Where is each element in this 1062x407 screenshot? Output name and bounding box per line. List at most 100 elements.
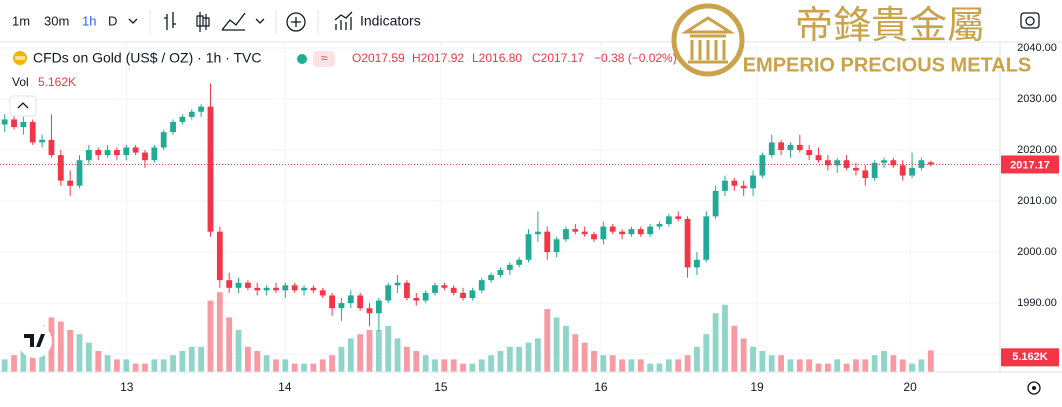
candle-body: [291, 285, 298, 291]
dropdown-icon[interactable]: [128, 18, 138, 24]
candle-body: [263, 287, 270, 291]
volume-bar: [703, 334, 710, 372]
indicators-icon[interactable]: [334, 11, 353, 30]
candle-body: [85, 150, 92, 161]
volume-bar: [694, 346, 700, 372]
volume-bar: [740, 338, 747, 372]
change-value: −0.38 (−0.02%): [594, 51, 677, 65]
candle-body: [525, 234, 532, 260]
y-tick-label: 2020.00: [1017, 144, 1057, 156]
indicators-button[interactable]: Indicators: [360, 13, 421, 29]
toolbar: 1m 30m 1h D Indicators: [0, 10, 1062, 43]
volume-bar: [441, 359, 448, 372]
candle-body: [731, 180, 738, 186]
volume-bar: [881, 351, 887, 372]
volume-bar: [170, 355, 176, 372]
candle-body: [207, 106, 214, 232]
volume-value: 5.162K: [38, 75, 76, 89]
candle-body: [422, 292, 429, 301]
candle-body: [394, 282, 401, 286]
logo-pillars: [680, 16, 736, 64]
volume-bar: [544, 309, 551, 372]
candle-body: [563, 229, 569, 240]
candle-body: [768, 142, 775, 156]
volume-bar: [76, 334, 83, 372]
candle-body: [1, 119, 8, 125]
candle-body: [20, 121, 27, 128]
volume-bar: [787, 359, 794, 372]
volume-bar: [413, 351, 420, 372]
collapse-button[interactable]: [9, 95, 37, 117]
x-tick-label: 16: [594, 380, 608, 394]
candle-body: [29, 121, 36, 143]
last-price-label: 2017.17: [1010, 159, 1050, 171]
symbol-title: CFDs on Gold (US$ / OZ) · 1h · TVC: [33, 50, 261, 66]
tv-badge: [18, 324, 52, 358]
candle-layer: [0, 83, 1000, 332]
volume-bar: [553, 317, 560, 372]
volume-bar: [591, 351, 597, 372]
interval-button[interactable]: D: [108, 13, 117, 28]
candle-body: [600, 226, 607, 240]
y-tick-label: 1990.00: [1017, 297, 1057, 309]
candle-body: [619, 231, 625, 235]
candle-body: [853, 167, 859, 171]
volume-bar: [824, 363, 831, 372]
candle-body: [188, 111, 195, 117]
volume-bar: [1, 359, 8, 372]
volume-bar: [759, 351, 766, 372]
candle-body: [591, 234, 597, 240]
candle-body: [834, 160, 841, 166]
y-tick-label: 2030.00: [1017, 93, 1057, 105]
volume-bar: [675, 359, 682, 372]
dropdown-icon[interactable]: [255, 18, 265, 24]
snapshot-icon[interactable]: [1020, 12, 1040, 29]
candle-body: [637, 229, 644, 235]
candle-body: [544, 231, 551, 253]
candle-body: [628, 229, 635, 235]
interval-button[interactable]: 30m: [44, 13, 69, 28]
volume-bar: [11, 355, 17, 372]
volume-bar: [226, 317, 233, 372]
candle-body: [160, 132, 167, 148]
volume-bar: [338, 346, 345, 372]
volume-bar: [862, 359, 869, 372]
candle-body: [553, 239, 560, 253]
candle-body: [347, 295, 354, 304]
bars-icon[interactable]: [164, 12, 176, 30]
volume-bar: [291, 363, 298, 372]
candle-body: [404, 282, 410, 299]
candle-body: [927, 162, 934, 165]
volume-bar: [329, 355, 335, 372]
interval-button[interactable]: 1h: [82, 13, 96, 28]
snapshot-lens: [1025, 16, 1035, 26]
add-icon[interactable]: [286, 12, 306, 32]
candle-body: [488, 275, 495, 281]
candles-icon[interactable]: [196, 12, 210, 32]
ohlc-value: H2017.92: [412, 51, 464, 65]
candle-body: [787, 144, 794, 151]
candle-body: [123, 147, 130, 156]
volume-bar: [628, 359, 635, 372]
symbol-icon-bar: [15, 56, 25, 60]
volume-bar: [123, 359, 130, 372]
interval-button[interactable]: 1m: [12, 13, 30, 28]
volume-bar: [20, 346, 27, 372]
candle-body: [703, 216, 710, 260]
volume-bar: [488, 355, 495, 372]
volume-bar: [853, 359, 859, 372]
candle-body: [796, 144, 803, 151]
candle-body: [282, 285, 289, 291]
candle-body: [357, 295, 364, 309]
volume-bar: [731, 325, 738, 372]
area-icon[interactable]: [221, 12, 246, 31]
candle-body: [244, 282, 251, 288]
candle-body: [460, 292, 466, 299]
ohlc-value: C2017.17: [532, 51, 584, 65]
volume-bar: [404, 346, 410, 372]
settings-icon[interactable]: [1027, 381, 1041, 395]
candle-body: [862, 170, 869, 179]
candle-body: [740, 185, 747, 189]
